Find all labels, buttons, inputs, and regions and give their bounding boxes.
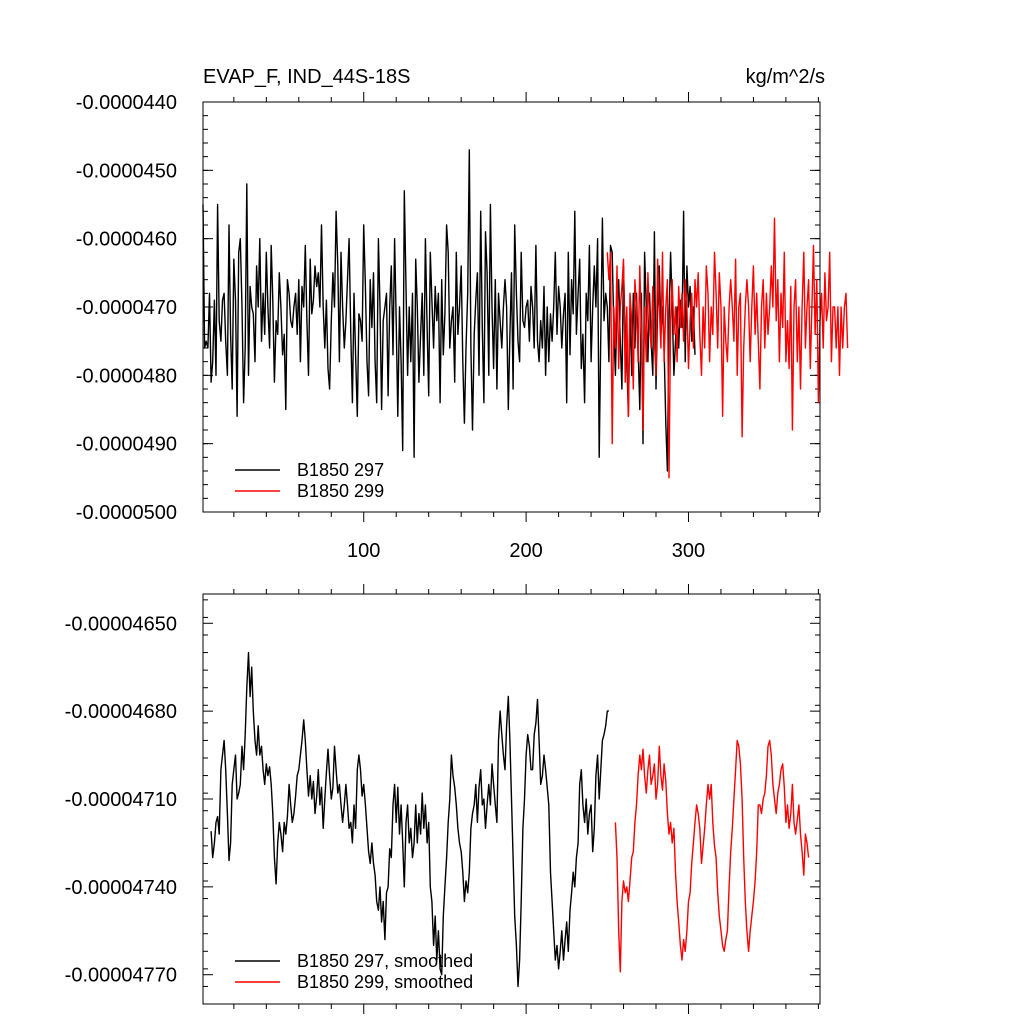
bottom-ticks: -0.00004650 -0.00004680 -0.00004710 -0.0000… xyxy=(65,584,820,1014)
top-y-tick-label: -0.0000490 xyxy=(76,434,177,456)
top-y-tick-label: -0.0000470 xyxy=(76,297,177,319)
legend-label-b1850-297: B1850 297 xyxy=(297,460,384,480)
top-chart-title: EVAP_F, IND_44S-18S xyxy=(203,66,411,88)
bottom-y-tick-label: -0.00004680 xyxy=(65,701,177,723)
top-x-tick-label: 100 xyxy=(347,540,380,562)
top-x-tick-label: 300 xyxy=(672,540,705,562)
bottom-y-tick-label: -0.00004740 xyxy=(65,877,177,899)
top-series-lines xyxy=(202,149,849,479)
bottom-y-tick-label: -0.00004770 xyxy=(65,965,177,987)
legend-label-b1850-299: B1850 299 xyxy=(297,481,384,501)
series-line-b1850-299-smoothed xyxy=(614,739,810,973)
top-x-tick-label: 200 xyxy=(509,540,542,562)
bottom-panel: -0.00004650 -0.00004680 -0.00004710 -0.0000… xyxy=(65,584,821,1014)
series-line-b1850-297-smoothed xyxy=(210,651,609,988)
bottom-y-tick-label: -0.00004710 xyxy=(65,789,177,811)
top-chart-units: kg/m^2/s xyxy=(746,66,825,88)
top-y-tick-label: -0.0000450 xyxy=(76,160,177,182)
top-y-tick-label: -0.0000480 xyxy=(76,365,177,387)
top-panel: EVAP_F, IND_44S-18S kg/m^2/s -0.0000440-… xyxy=(76,66,849,562)
series-line-b1850-299 xyxy=(606,217,849,479)
top-ticks: -0.0000440 -0.0000450 -0.0000460 -0.0000470… xyxy=(76,92,820,562)
top-y-tick-label: -0.0000460 xyxy=(76,229,177,251)
bottom-plot-frame xyxy=(202,593,821,1005)
legend-label-b1850-299-smoothed: B1850 299, smoothed xyxy=(297,972,473,992)
series-line-b1850-297 xyxy=(202,149,696,472)
top-legend: B1850 297 B1850 299 xyxy=(235,460,384,501)
bottom-legend: B1850 297, smoothed B1850 299, smoothed xyxy=(235,951,473,992)
top-y-tick-label: -0.0000500 xyxy=(76,502,177,524)
bottom-y-tick-label: -0.00004650 xyxy=(65,613,177,635)
bottom-series-lines xyxy=(210,651,810,988)
top-plot-frame xyxy=(202,101,821,513)
top-y-tick-label: -0.0000440 xyxy=(76,92,177,114)
legend-label-b1850-297-smoothed: B1850 297, smoothed xyxy=(297,951,473,971)
